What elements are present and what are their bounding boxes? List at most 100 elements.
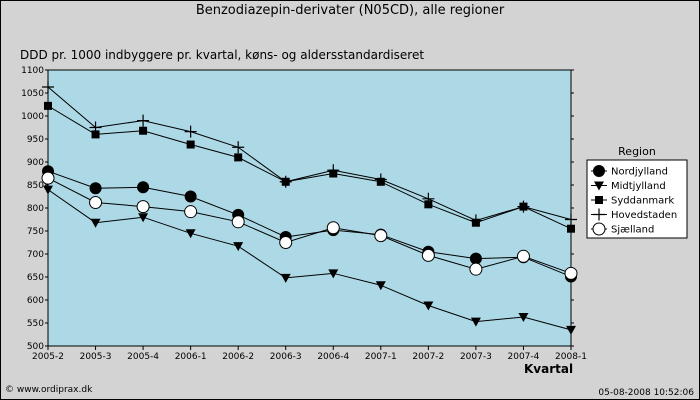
legend-entry: Sjælland <box>611 225 654 236</box>
data-point <box>89 121 102 134</box>
y-tick-label: 950 <box>27 135 44 145</box>
data-point <box>422 192 435 205</box>
data-point <box>41 171 55 185</box>
legend-entry: Midtjylland <box>611 181 666 192</box>
series-line <box>47 177 572 274</box>
x-tick-label: 2006-1 <box>175 352 207 362</box>
series-line <box>47 189 572 331</box>
data-point <box>374 173 387 186</box>
legend-marker <box>594 181 604 191</box>
data-point <box>137 114 150 127</box>
data-point <box>184 205 198 219</box>
x-tick-label: 2005-4 <box>127 352 159 362</box>
legend-marker <box>593 165 605 177</box>
y-tick-label: 700 <box>27 250 44 260</box>
series-sj-lland <box>41 171 578 280</box>
data-point <box>469 252 482 265</box>
series-midtjylland <box>43 185 576 335</box>
data-point <box>186 140 195 149</box>
series-layer <box>41 81 578 335</box>
chart-subtitle: DDD pr. 1000 indbyggere pr. kvartal, køn… <box>20 48 425 62</box>
data-point <box>43 185 53 195</box>
x-tick-label: 2006-4 <box>317 352 349 362</box>
data-point <box>91 130 100 139</box>
data-point <box>231 215 245 229</box>
copyright-text: © www.ordiprax.dk <box>5 385 93 395</box>
x-tick-label: 2007-4 <box>508 352 540 362</box>
legend-marker <box>595 196 603 204</box>
y-tick-label: 600 <box>27 296 44 306</box>
data-point <box>185 229 196 239</box>
data-point <box>326 221 340 235</box>
data-point <box>233 242 244 252</box>
data-point <box>139 126 148 135</box>
data-point <box>89 182 102 195</box>
x-tick-label: 2008-1 <box>555 352 587 362</box>
data-point <box>327 164 340 177</box>
data-point <box>469 262 483 276</box>
data-point <box>517 200 530 213</box>
data-point <box>423 301 434 311</box>
data-point <box>136 200 150 214</box>
y-tick-label: 550 <box>27 319 44 329</box>
legend-entry: Nordjylland <box>611 167 668 178</box>
x-axis-label: Kvartal <box>524 362 574 376</box>
y-tick-label: 1050 <box>21 89 44 99</box>
data-point <box>232 141 245 154</box>
legend: Region Nordjylland Midtjylland Syddanmark Ho… <box>586 145 688 239</box>
data-point <box>280 273 291 283</box>
data-point <box>89 195 103 209</box>
x-axis: 2005-2 2005-3 2005-4 2006-1 2006-2 2006-3 2006… <box>32 346 587 362</box>
series-hovedstaden <box>42 81 577 227</box>
data-point <box>469 214 482 227</box>
y-tick-label: 1000 <box>21 112 44 122</box>
legend-entry: Hovedstaden <box>611 210 677 221</box>
y-tick-label: 850 <box>27 181 44 191</box>
y-tick-label: 900 <box>27 158 44 168</box>
legend-marker <box>592 222 606 236</box>
data-point <box>234 153 243 162</box>
data-point <box>44 101 52 110</box>
data-point <box>90 218 101 228</box>
y-tick-label: 650 <box>27 273 44 283</box>
x-tick-label: 2007-1 <box>365 352 397 362</box>
data-point <box>42 81 54 94</box>
x-tick-label: 2006-2 <box>222 352 254 362</box>
y-tick-label: 500 <box>27 342 44 352</box>
data-point <box>565 213 577 226</box>
data-point <box>567 224 575 233</box>
x-tick-label: 2006-3 <box>270 352 302 362</box>
data-point <box>328 269 339 279</box>
timestamp-text: 05-08-2008 10:52:06 <box>598 388 694 398</box>
data-point <box>184 125 197 138</box>
data-point <box>138 213 149 223</box>
series-line <box>47 105 572 230</box>
x-tick-label: 2007-3 <box>460 352 492 362</box>
plot-area <box>47 69 572 347</box>
x-tick-label: 2005-2 <box>32 352 64 362</box>
data-point <box>421 248 435 262</box>
legend-title: Region <box>618 145 656 158</box>
data-point <box>564 266 578 280</box>
y-axis: 500 550 600 650 700 750 800 850 900 950 1000 1050 11… <box>21 66 574 352</box>
series-line <box>47 86 572 221</box>
data-point <box>470 317 481 327</box>
chart-title: Benzodiazepin-derivater (N05CD), alle re… <box>195 3 505 18</box>
data-point <box>375 281 386 291</box>
data-point <box>518 313 529 323</box>
data-point <box>516 249 530 263</box>
y-tick-label: 1100 <box>21 66 44 76</box>
y-tick-label: 750 <box>27 227 44 237</box>
legend-marker <box>593 208 605 221</box>
data-point <box>279 236 293 249</box>
data-point <box>137 181 150 194</box>
legend-entry: Syddanmark <box>611 196 674 207</box>
data-point <box>184 190 197 203</box>
x-tick-label: 2005-3 <box>80 352 112 362</box>
series-line <box>47 170 572 278</box>
y-tick-label: 800 <box>27 204 44 214</box>
x-tick-label: 2007-2 <box>412 352 444 362</box>
data-point <box>279 175 292 188</box>
data-point <box>566 325 576 335</box>
